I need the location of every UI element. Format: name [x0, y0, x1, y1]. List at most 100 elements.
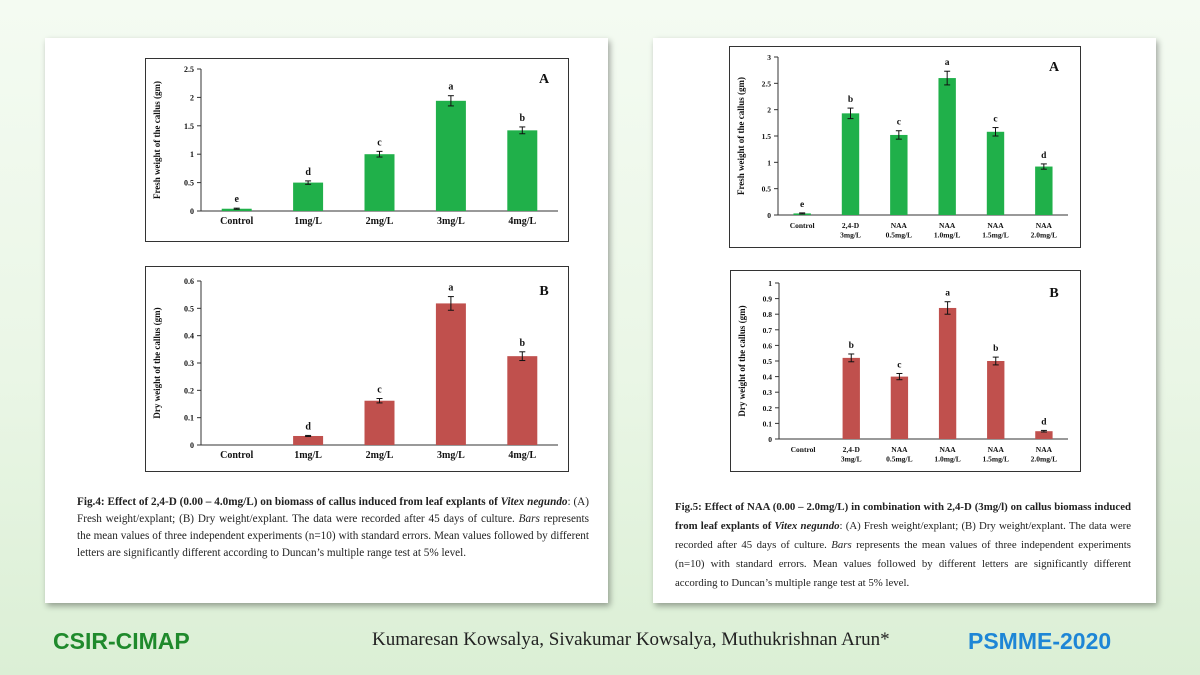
fig4-caption: Fig.4: Effect of 2,4-D (0.00 – 4.0mg/L) … — [77, 494, 589, 562]
significance-letter: b — [520, 338, 526, 349]
category-label: 1.5mg/L — [982, 231, 1008, 240]
fig4a-chart: 0 0.5 1 1.5 2 2.5 Fresh weight of the callus (… — [145, 58, 569, 242]
bar — [293, 182, 324, 211]
category-label: NAA — [939, 221, 956, 230]
significance-letter: c — [377, 137, 382, 148]
category-label: NAA — [987, 221, 1004, 230]
category-label: NAA — [1036, 221, 1053, 230]
y-tick-label: 1 — [768, 279, 772, 288]
figure-5-panel: 0 0.5 1 1.5 2 2.5 3 Fresh weight of the callus … — [653, 38, 1156, 603]
category-label: Control — [220, 216, 253, 227]
category-label: 2,4-D — [843, 445, 861, 454]
y-tick-label: 2.5 — [762, 79, 772, 88]
y-tick-label: 1.5 — [184, 122, 194, 131]
bar — [1035, 166, 1053, 215]
y-tick-label: 0 — [768, 435, 772, 444]
significance-letter: a — [945, 58, 950, 68]
category-label: 0.5mg/L — [886, 455, 912, 464]
category-label: NAA — [891, 445, 908, 454]
y-axis-label: Dry weight of the callus (gm) — [152, 307, 162, 418]
panel-letter: B — [539, 284, 548, 299]
bar — [364, 400, 395, 445]
fig4a-svg: 0 0.5 1 1.5 2 2.5 Fresh weight of the callus (… — [152, 65, 558, 227]
fig4-caption-label: Fig.4: Effect of 2,4-D (0.00 – 4.0mg/L) … — [77, 496, 501, 508]
bar — [293, 435, 324, 445]
significance-letter: c — [897, 360, 901, 370]
footer-authors: Kumaresan Kowsalya, Sivakumar Kowsalya, … — [372, 629, 890, 650]
y-tick-label: 0.5 — [184, 179, 194, 188]
category-label: NAA — [891, 221, 908, 230]
y-tick-label: 0 — [190, 207, 194, 216]
bar — [938, 78, 956, 215]
significance-letter: b — [849, 341, 854, 351]
fig4-caption-text2: represents the mean values of three inde… — [77, 513, 589, 559]
panel-letter: A — [539, 72, 550, 87]
significance-letter: b — [520, 113, 526, 124]
y-tick-label: 0 — [190, 441, 194, 450]
category-label: 2,4-D — [842, 221, 860, 230]
y-tick-label: 0.2 — [763, 404, 773, 413]
panel-letter: B — [1049, 286, 1058, 301]
y-axis-label: Dry weight of the callus (gm) — [737, 305, 747, 416]
y-tick-label: 2 — [190, 93, 194, 102]
footer-institute: CSIR-CIMAP — [53, 628, 190, 654]
significance-letter: a — [448, 283, 453, 294]
category-label: 3mg/L — [437, 450, 465, 461]
category-label: 1mg/L — [294, 450, 322, 461]
category-label: 0.5mg/L — [886, 231, 912, 240]
y-tick-label: 0.8 — [763, 310, 773, 319]
fig4b-svg: 0 0.1 0.2 0.3 0.4 0.5 0.6 Dry weight of the cal… — [152, 277, 558, 461]
bar — [938, 307, 957, 439]
significance-letter: d — [305, 167, 311, 178]
y-axis-label: Fresh weight of the callus (gm) — [152, 81, 162, 199]
significance-letter: b — [848, 95, 853, 105]
bar — [507, 356, 538, 445]
bar — [890, 134, 908, 215]
fig5b-chart: 0 0.1 0.2 0.3 0.4 0.5 0.6 0.7 0.8 0.9 1 Dry weight … — [730, 270, 1081, 472]
figure-4-panel: 0 0.5 1 1.5 2 2.5 Fresh weight of the callus (… — [45, 38, 608, 603]
category-label: Control — [791, 445, 816, 454]
fig5-caption-species: Vitex negundo — [774, 520, 840, 532]
significance-letter: c — [993, 115, 997, 125]
bar — [841, 113, 860, 215]
significance-letter: a — [448, 82, 453, 93]
y-tick-label: 0.1 — [184, 414, 194, 423]
y-tick-label: 1 — [767, 158, 771, 167]
bar — [986, 131, 1005, 215]
significance-letter: d — [1041, 151, 1047, 161]
y-tick-label: 0.7 — [763, 326, 773, 335]
category-label: Control — [220, 450, 253, 461]
bar — [507, 130, 538, 211]
y-tick-label: 3 — [767, 53, 771, 62]
y-tick-label: 0 — [767, 211, 771, 220]
category-label: 3mg/L — [840, 231, 861, 240]
y-tick-label: 0.2 — [184, 386, 194, 395]
bar — [221, 208, 252, 211]
y-tick-label: 0.9 — [763, 295, 773, 304]
y-tick-label: 2.5 — [184, 65, 194, 74]
bar — [435, 100, 466, 211]
category-label: NAA — [939, 445, 956, 454]
y-tick-label: 0.4 — [763, 373, 773, 382]
fig5-caption-label: Fig.5: Effect of NAA (0.00 – 2.0mg/L) in… — [675, 501, 1131, 532]
category-label: 1mg/L — [294, 216, 322, 227]
fig4-caption-text1: : (A) Fresh weight/explant; (B) Dry weig… — [77, 496, 589, 525]
y-tick-label: 0.3 — [184, 359, 194, 368]
y-tick-label: 0.3 — [763, 388, 773, 397]
bar — [435, 303, 466, 445]
significance-letter: c — [377, 385, 382, 396]
category-label: 3mg/L — [437, 216, 465, 227]
y-tick-label: 0.6 — [184, 277, 194, 286]
fig4b-chart: 0 0.1 0.2 0.3 0.4 0.5 0.6 Dry weight of the cal… — [145, 266, 569, 472]
fig4-caption-bars: Bars — [518, 513, 540, 525]
panel-letter: A — [1049, 60, 1060, 75]
y-tick-label: 0.5 — [762, 185, 772, 194]
y-tick-label: 2 — [767, 106, 771, 115]
bar — [842, 357, 860, 439]
y-tick-label: 0.1 — [763, 419, 773, 428]
significance-letter: e — [234, 194, 239, 205]
significance-letter: a — [945, 289, 950, 299]
category-label: 4mg/L — [508, 216, 536, 227]
y-tick-label: 0.5 — [184, 304, 194, 313]
bar — [890, 376, 909, 439]
